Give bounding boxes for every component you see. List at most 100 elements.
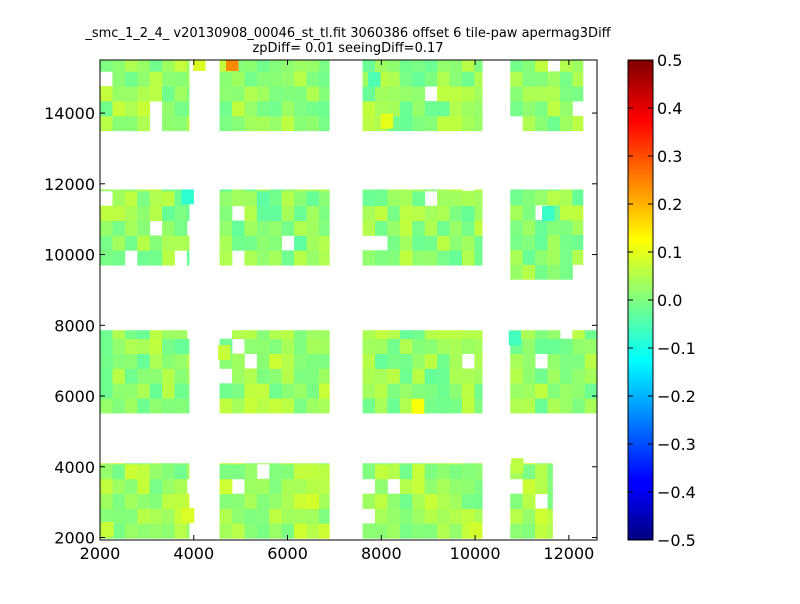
heatmap-cell xyxy=(281,101,295,117)
heatmap-cell xyxy=(294,235,307,251)
heatmap-cell xyxy=(424,101,438,117)
heatmap-cell xyxy=(461,205,475,221)
heatmap-cell xyxy=(137,463,151,465)
heatmap-cell xyxy=(149,383,163,399)
colorbar-tick-label: 0.3 xyxy=(657,147,682,166)
heatmap-cell xyxy=(149,330,163,340)
heatmap-cell xyxy=(294,398,307,414)
heatmap-cell xyxy=(572,71,584,87)
heatmap-cell xyxy=(522,264,536,280)
heatmap-cell xyxy=(547,189,561,191)
heatmap-cell xyxy=(547,493,553,509)
heatmap-cell xyxy=(186,463,190,480)
heatmap-cell xyxy=(231,368,245,384)
heatmap-cell xyxy=(137,398,151,414)
heatmap-cell xyxy=(149,235,163,251)
heatmap-cell xyxy=(244,368,258,384)
heatmap-cell xyxy=(219,493,233,509)
x-tick-label: 8000 xyxy=(361,544,402,563)
heatmap-cell xyxy=(124,330,138,340)
heatmap-cell xyxy=(374,86,388,102)
heatmap-cell xyxy=(269,71,283,87)
heatmap-cell xyxy=(112,86,126,102)
colorbar-tick-label: −0.3 xyxy=(657,435,696,454)
heatmap-cell xyxy=(256,250,270,266)
heatmap-cell xyxy=(510,60,524,72)
heatmap-cell xyxy=(100,493,113,509)
heatmap-cell xyxy=(149,338,163,354)
heatmap-cell xyxy=(474,330,483,340)
heatmap-cell xyxy=(437,463,450,480)
heatmap-cell xyxy=(387,190,401,207)
heatmap-cell xyxy=(149,493,163,509)
heatmap-cell xyxy=(219,115,233,132)
heatmap-cell xyxy=(318,86,330,102)
heatmap-cell xyxy=(362,86,376,102)
heatmap-cell xyxy=(387,71,401,87)
heatmap-cell xyxy=(100,463,113,465)
heatmap-cell xyxy=(437,71,450,87)
heatmap-cell xyxy=(294,220,307,236)
heatmap-cell xyxy=(281,338,295,354)
heatmap-cell xyxy=(474,478,483,495)
heatmap-cell xyxy=(137,383,151,399)
heatmap-cell xyxy=(294,60,307,72)
heatmap-cell xyxy=(112,398,126,414)
heatmap-cell xyxy=(474,338,483,354)
heatmap-cell xyxy=(461,463,475,480)
heatmap-cell xyxy=(535,463,548,465)
heatmap-cell xyxy=(124,508,138,524)
heatmap-cell xyxy=(449,60,463,72)
heatmap-cell xyxy=(374,463,388,480)
heatmap-cell xyxy=(547,219,561,236)
heatmap-cell xyxy=(162,71,175,87)
heatmap-cell xyxy=(362,60,376,72)
heatmap-cell xyxy=(162,189,175,192)
heatmap-cell xyxy=(256,353,270,369)
heatmap-cell xyxy=(294,523,307,539)
heatmap-cell xyxy=(437,190,450,207)
heatmap-cell xyxy=(174,463,188,465)
heatmap-cell xyxy=(547,398,561,414)
heatmap-cell xyxy=(522,463,536,465)
heatmap-cell xyxy=(437,205,450,221)
heatmap-cell xyxy=(547,383,561,399)
heatmap-cell xyxy=(318,368,330,384)
heatmap-cell xyxy=(461,220,475,236)
heatmap-cell xyxy=(412,353,426,369)
heatmap-cell xyxy=(112,115,126,132)
heatmap-cell xyxy=(522,249,536,265)
heatmap-cell xyxy=(412,220,426,236)
heatmap-cell xyxy=(162,235,175,251)
heatmap-cell xyxy=(412,235,426,251)
heatmap-cell xyxy=(522,234,536,250)
heatmap-cell xyxy=(100,235,113,251)
heatmap-cell xyxy=(219,205,233,221)
heatmap-cell xyxy=(294,250,307,266)
heatmap-cell xyxy=(424,478,438,495)
y-tick-label: 8000 xyxy=(54,316,95,335)
heatmap-cell xyxy=(244,190,258,207)
heatmap-cell-outlier xyxy=(218,345,231,360)
heatmap-cell xyxy=(162,398,175,414)
heatmap-cell xyxy=(461,478,475,495)
heatmap-cell xyxy=(244,235,258,251)
heatmap-cell xyxy=(399,493,413,509)
heatmap-cell xyxy=(535,398,548,414)
heatmap-cell xyxy=(186,463,190,465)
heatmap-cell xyxy=(269,398,283,414)
heatmap-cell xyxy=(281,220,295,236)
heatmap-cell xyxy=(269,250,283,266)
heatmap-cell xyxy=(231,220,245,236)
heatmap-cell xyxy=(162,478,175,495)
heatmap-cell xyxy=(362,493,376,509)
heatmap-cell xyxy=(124,235,138,251)
heatmap-cell xyxy=(318,60,330,72)
heatmap-cell xyxy=(137,86,151,102)
heatmap-cell xyxy=(449,101,463,117)
heatmap-cell xyxy=(572,205,584,221)
heatmap-cell xyxy=(281,250,295,266)
heatmap-cell xyxy=(449,190,463,207)
chart-subtitle: zpDiff= 0.01 seeingDiff=0.17 xyxy=(252,41,443,56)
heatmap-cell xyxy=(306,330,320,340)
